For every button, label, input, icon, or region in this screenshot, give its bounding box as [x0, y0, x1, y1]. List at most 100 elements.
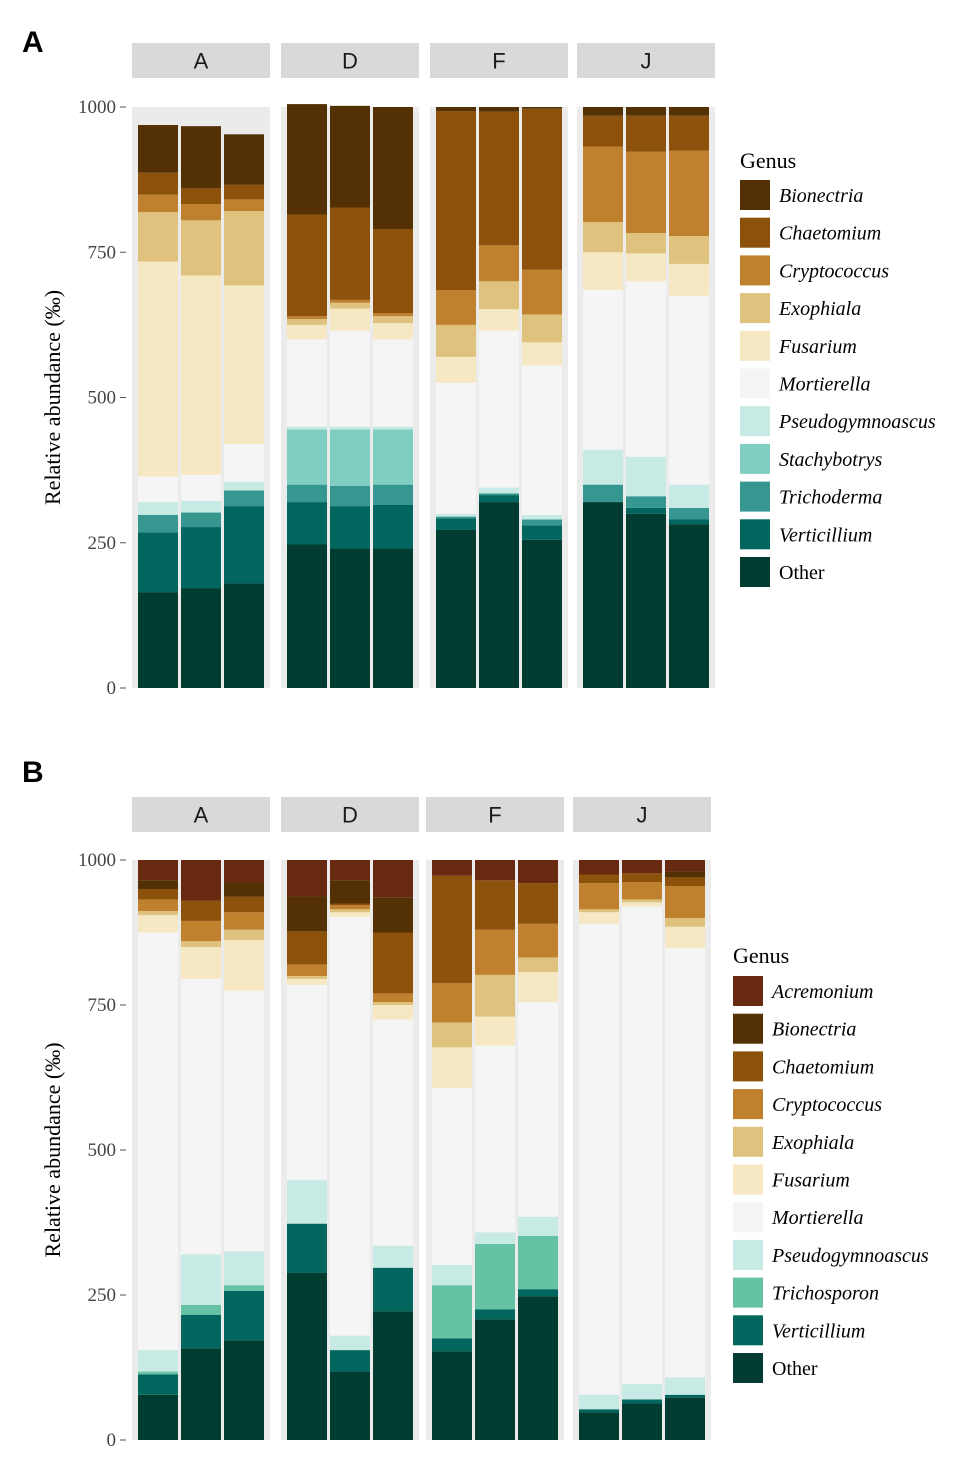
legend-label: Pseudogymnoascus [771, 1245, 929, 1267]
segment-exophiala [518, 957, 558, 972]
legend-item-trichosporon: Trichosporon [733, 1277, 879, 1308]
segment-trichoderma [669, 507, 709, 520]
legend-item-cryptococcus: Cryptococcus [733, 1089, 882, 1120]
segment-acremonium [622, 860, 662, 874]
legend-swatch [733, 1126, 763, 1157]
segment-acremonium [579, 860, 619, 875]
segment-mortierella [665, 948, 705, 1378]
segment-chaetomium [181, 188, 221, 205]
bar-a-1 [138, 860, 178, 1440]
facet-strip-label: D [342, 49, 358, 74]
legend-swatch [740, 368, 770, 399]
segment-pseudogymnoascus [622, 1383, 662, 1400]
bar-j-3 [665, 860, 705, 1440]
legend-item-verticillium: Verticillium [733, 1315, 865, 1346]
facet-j: J [577, 43, 715, 688]
segment-other [287, 544, 327, 688]
bar-d-2 [330, 105, 370, 688]
bar-a-3 [224, 134, 264, 688]
segment-cryptococcus [330, 905, 370, 910]
legend-item-trichoderma: Trichoderma [740, 481, 882, 512]
segment-other [138, 1394, 178, 1440]
segment-mortierella [518, 1002, 558, 1217]
facet-strip-label: F [492, 49, 505, 74]
bar-d-3 [373, 860, 413, 1440]
segment-exophiala [138, 212, 178, 262]
legend-item-fusarium: Fusarium [740, 330, 857, 361]
segment-pseudogymnoascus [181, 1254, 221, 1305]
segment-mortierella [436, 382, 476, 514]
segment-mortierella [224, 990, 264, 1252]
segment-exophiala [287, 976, 327, 979]
segment-trichosporon [224, 1285, 264, 1291]
segment-fusarium [138, 915, 178, 933]
segment-cryptococcus [181, 204, 221, 221]
segment-verticillium [138, 1374, 178, 1395]
segment-fusarium [373, 1005, 413, 1020]
segment-verticillium [626, 507, 666, 514]
segment-pseudogymnoascus [373, 426, 413, 430]
segment-cryptococcus [138, 194, 178, 213]
segment-chaetomium [181, 900, 221, 921]
segment-verticillium [432, 1338, 472, 1352]
facet-j: J [573, 797, 711, 1440]
segment-exophiala [330, 302, 370, 309]
legend-label: Trichoderma [779, 487, 882, 509]
segment-other [138, 592, 178, 688]
segment-other [287, 1272, 327, 1440]
y-tick-label: 500 [88, 388, 117, 409]
y-tick-label: 1000 [78, 850, 116, 871]
panel-a: A Relative abundance (‰) 0 250 500 750 1000 A D F… [22, 26, 936, 699]
legend-label: Exophiala [778, 298, 861, 320]
y-axis-title: Relative abundance (‰) [40, 290, 65, 505]
bar-a-3 [224, 860, 264, 1440]
segment-exophiala [583, 222, 623, 253]
segment-pseudogymnoascus [479, 487, 519, 494]
legend-item-stachybotrys: Stachybotrys [740, 443, 883, 474]
segment-other [373, 548, 413, 688]
segment-verticillium [373, 504, 413, 549]
legend-swatch [733, 1164, 763, 1195]
segment-verticillium [224, 1290, 264, 1341]
segment-chaetomium [475, 880, 515, 930]
segment-mortierella [475, 1045, 515, 1233]
segment-mortierella [373, 339, 413, 427]
bar-d-2 [330, 860, 370, 1440]
segment-trichoderma [626, 496, 666, 508]
segment-chaetomium [669, 115, 709, 151]
segment-exophiala [181, 941, 221, 947]
legend-swatch [740, 443, 770, 474]
legend-title: Genus [733, 943, 789, 968]
segment-acremonium [287, 860, 327, 897]
bar-d-1 [287, 104, 327, 688]
segment-stachybotrys [287, 429, 327, 485]
segment-pseudogymnoascus [287, 426, 327, 430]
segment-bionectria [287, 896, 327, 932]
legend: Genus Acremonium Bionectria Chaetomium Crypt… [733, 943, 929, 1383]
legend-label: Verticillium [779, 524, 872, 546]
bar-f-2 [479, 107, 519, 688]
legend-swatch [733, 1202, 763, 1233]
segment-pseudogymnoascus [518, 1216, 558, 1236]
segment-other [669, 524, 709, 688]
segment-other [436, 529, 476, 688]
segment-cryptococcus [583, 146, 623, 223]
segment-verticillium [479, 495, 519, 503]
segment-bionectria [287, 104, 327, 215]
segment-fusarium [287, 324, 327, 340]
segment-other [626, 513, 666, 688]
facet-strip-label: D [342, 803, 358, 828]
facet-a: A [132, 797, 270, 1440]
segment-pseudogymnoascus [475, 1232, 515, 1244]
segment-cryptococcus [665, 886, 705, 918]
segment-chaetomium [522, 108, 562, 270]
facet-strip-label: J [637, 803, 648, 828]
segment-bionectria [373, 107, 413, 230]
segment-bionectria [626, 107, 666, 116]
bar-a-1 [138, 125, 178, 688]
legend-item-chaetomium: Chaetomium [733, 1051, 874, 1082]
segment-pseudogymnoascus [287, 1180, 327, 1224]
legend-swatch [740, 330, 770, 361]
segment-bionectria [138, 880, 178, 889]
segment-verticillium [475, 1309, 515, 1320]
